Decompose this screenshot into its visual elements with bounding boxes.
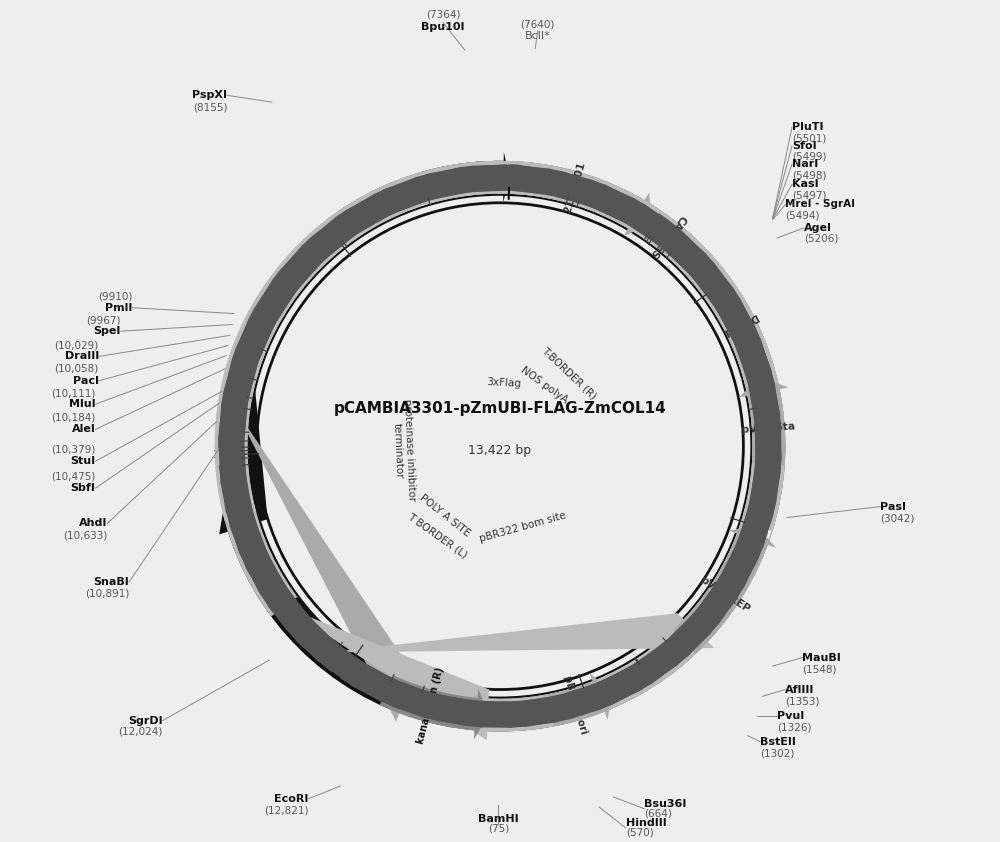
Text: (10,891): (10,891) (85, 589, 129, 599)
Text: Bsu36I: Bsu36I (644, 799, 687, 808)
Text: 10,000: 10,000 (213, 449, 247, 460)
Text: (5206): (5206) (804, 234, 838, 244)
Text: proteinase inhibitor
terminator: proteinase inhibitor terminator (390, 399, 417, 502)
Polygon shape (421, 152, 509, 204)
Text: 2,000: 2,000 (703, 274, 732, 298)
Text: 8,000: 8,000 (335, 654, 359, 683)
Text: (10,184): (10,184) (51, 413, 95, 423)
Text: NOS polyA: NOS polyA (519, 365, 569, 405)
Polygon shape (644, 213, 670, 242)
Text: (1353): (1353) (785, 696, 820, 706)
Text: 4,000: 4,000 (743, 518, 773, 536)
Text: AleI: AleI (72, 424, 95, 434)
Text: UBI: UBI (456, 167, 472, 192)
Text: KasI: KasI (792, 179, 819, 189)
Text: (5499): (5499) (792, 152, 827, 162)
Text: 12,000: 12,000 (319, 217, 348, 250)
Text: (9910): (9910) (98, 292, 132, 301)
Polygon shape (548, 673, 611, 727)
Text: (5498): (5498) (792, 170, 827, 180)
Text: NarI: NarI (792, 159, 818, 169)
Text: pBR322 ori: pBR322 ori (562, 674, 589, 735)
Text: (1548): (1548) (802, 664, 837, 674)
Text: MreI - SgrAI: MreI - SgrAI (785, 200, 855, 210)
Text: DsRed: DsRed (721, 311, 758, 337)
Text: 6,000: 6,000 (579, 687, 598, 717)
Text: kanamycin (R): kanamycin (R) (415, 667, 445, 745)
Text: BclI*: BclI* (525, 31, 551, 40)
Text: pVS1-REP: pVS1-REP (698, 575, 751, 615)
Text: T-BORDER (R): T-BORDER (R) (540, 345, 598, 401)
Text: MauBI: MauBI (802, 653, 841, 663)
Text: (1302): (1302) (760, 749, 795, 759)
Text: (9967): (9967) (86, 315, 121, 325)
Polygon shape (215, 161, 785, 740)
Text: (10,111): (10,111) (51, 388, 95, 398)
Text: (10,379): (10,379) (51, 445, 95, 455)
Text: 3xFlag: 3xFlag (486, 377, 521, 389)
Polygon shape (219, 161, 785, 732)
Text: EcoRI: EcoRI (274, 794, 309, 803)
Text: (5494): (5494) (785, 210, 820, 221)
Text: PspXI: PspXI (192, 90, 227, 100)
Text: (10,475): (10,475) (51, 472, 95, 482)
Text: (10,029): (10,029) (55, 340, 99, 350)
Text: (5501): (5501) (792, 133, 826, 143)
Text: (5497): (5497) (792, 190, 827, 200)
Text: (7640): (7640) (521, 20, 555, 29)
Text: HindIII: HindIII (626, 818, 667, 828)
Text: 13,422 bp: 13,422 bp (468, 444, 532, 457)
Text: PvuI: PvuI (777, 711, 804, 722)
Polygon shape (218, 165, 781, 728)
Text: POLY A SITE: POLY A SITE (418, 493, 472, 538)
Text: PmlI: PmlI (105, 303, 132, 312)
Text: (10,058): (10,058) (55, 364, 99, 374)
Text: CAV35SS: CAV35SS (648, 213, 688, 259)
Text: (8155): (8155) (193, 102, 227, 112)
Text: (570): (570) (626, 827, 654, 837)
Text: (10,633): (10,633) (63, 530, 107, 540)
Text: (7364): (7364) (426, 10, 460, 19)
Polygon shape (509, 164, 522, 191)
Text: (75): (75) (488, 824, 509, 834)
Text: AgeI: AgeI (804, 223, 832, 233)
Text: StuI: StuI (70, 456, 95, 466)
Text: AhdI: AhdI (79, 519, 107, 529)
Text: (3042): (3042) (880, 514, 915, 524)
Text: SpeI: SpeI (93, 326, 121, 336)
Polygon shape (380, 675, 489, 739)
Polygon shape (218, 164, 782, 727)
Text: pCAMBIA3301-pZmUBI-FLAG-ZmCOL14: pCAMBIA3301-pZmUBI-FLAG-ZmCOL14 (334, 401, 666, 416)
Text: pBR322 bom site: pBR322 bom site (478, 510, 567, 544)
Text: MluI: MluI (69, 399, 95, 409)
Text: T BORDER (L): T BORDER (L) (405, 511, 469, 560)
Text: SnaBI: SnaBI (93, 577, 129, 587)
Polygon shape (225, 161, 785, 732)
Polygon shape (215, 161, 785, 653)
Text: PluTI: PluTI (792, 122, 824, 132)
Text: 2198-T01: 2198-T01 (563, 161, 587, 215)
Text: PasI: PasI (880, 502, 906, 512)
Polygon shape (673, 526, 776, 654)
Text: BstEII: BstEII (760, 737, 796, 747)
Polygon shape (509, 161, 652, 236)
Text: SbfI: SbfI (71, 483, 95, 493)
Text: DraIII: DraIII (65, 351, 99, 361)
Text: (1326): (1326) (777, 722, 811, 733)
Text: bar: bar (510, 168, 521, 188)
Text: PacI: PacI (73, 376, 99, 386)
Text: SgrDI: SgrDI (128, 716, 163, 726)
Text: SfoI: SfoI (792, 141, 817, 151)
Text: (12,024): (12,024) (118, 727, 163, 737)
Polygon shape (739, 377, 788, 466)
Text: (664): (664) (644, 809, 672, 818)
Text: AflIII: AflIII (785, 685, 815, 695)
Text: Ltp2: Ltp2 (742, 518, 771, 536)
Text: pVS1 Sta: pVS1 Sta (741, 422, 795, 435)
Text: (12,821): (12,821) (264, 806, 309, 815)
Text: BamHI: BamHI (478, 814, 519, 823)
Text: Bpu10I: Bpu10I (421, 23, 465, 32)
